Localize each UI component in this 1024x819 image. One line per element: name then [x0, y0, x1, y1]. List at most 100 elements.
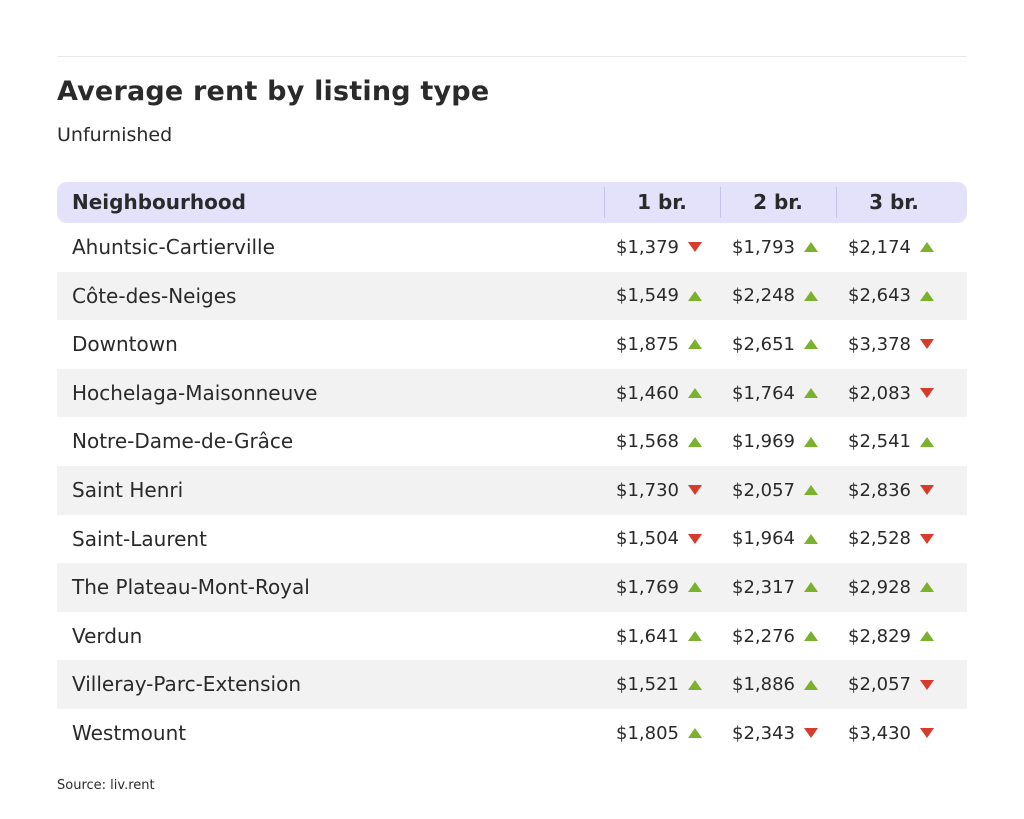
neighbourhood-name: Notre-Dame-de-Grâce: [72, 429, 294, 454]
triangle-up-icon: [688, 436, 702, 447]
rent-value: $2,317: [732, 576, 795, 598]
rent-value: $1,504: [616, 528, 679, 550]
rent-cell: $1,568: [604, 417, 720, 466]
rent-cell: $1,460: [604, 369, 720, 418]
triangle-down-icon: [920, 728, 934, 739]
rent-cell: $1,730: [604, 466, 720, 515]
table-row: Downtown $1,875 $2,651 $3,378: [57, 320, 967, 369]
rent-value: $1,379: [616, 236, 679, 258]
table-row: Notre-Dame-de-Grâce $1,568 $1,969 $2,541: [57, 417, 967, 466]
neighbourhood-name: Ahuntsic-Cartierville: [72, 235, 275, 259]
rent-cell: $2,829: [836, 612, 952, 661]
table-row: Villeray-Parc-Extension $1,521 $1,886 $2,05…: [57, 660, 967, 709]
rent-value: $3,430: [848, 722, 911, 744]
rent-cell: $2,317: [720, 563, 836, 612]
rent-value: $2,528: [848, 528, 911, 550]
neighbourhood-name: Downtown: [72, 332, 178, 357]
triangle-up-icon: [804, 388, 818, 399]
rent-cell: $1,875: [604, 320, 720, 369]
rent-cell: $2,528: [836, 515, 952, 564]
rent-cell: $1,764: [720, 369, 836, 418]
triangle-up-icon: [920, 631, 934, 642]
rent-value: $1,969: [732, 431, 795, 453]
table-row: Saint Henri $1,730 $2,057 $2,836: [57, 465, 967, 515]
neighbourhood-name: Villeray-Parc-Extension: [72, 672, 301, 697]
rent-value: $2,343: [732, 722, 795, 744]
rent-cell: $2,651: [720, 320, 836, 369]
rent-value: $2,083: [848, 382, 911, 404]
triangle-up-icon: [688, 582, 702, 593]
rent-cell: $2,174: [836, 223, 952, 272]
rent-value: $3,378: [848, 333, 911, 355]
neighbourhood-name: Verdun: [72, 623, 143, 648]
neighbourhood-name: Saint-Laurent: [72, 526, 207, 551]
triangle-up-icon: [920, 436, 934, 447]
neighbourhood-name: Hochelaga-Maisonneuve: [72, 380, 318, 405]
rent-value: $2,276: [732, 625, 795, 647]
table-row: Verdun $1,641 $2,276 $2,829: [57, 612, 967, 661]
triangle-up-icon: [920, 242, 934, 253]
rent-cell: $1,504: [604, 515, 720, 564]
rent-cell: $1,805: [604, 709, 720, 758]
rent-value: $2,541: [848, 431, 911, 453]
rent-cell: $1,886: [720, 660, 836, 709]
top-divider: [57, 56, 967, 57]
table-row: The Plateau-Mont-Royal $1,769 $2,317 $2,928: [57, 563, 967, 612]
rent-value: $2,057: [732, 479, 795, 501]
rent-value: $1,641: [616, 625, 679, 647]
rent-value: $1,769: [616, 576, 679, 598]
triangle-down-icon: [920, 679, 934, 690]
header-divider: [720, 187, 721, 218]
triangle-down-icon: [920, 485, 934, 496]
table-row: Côte-des-Neiges $1,549 $2,248 $2,643: [57, 271, 967, 321]
header-2br: 2 br.: [753, 190, 803, 214]
neighbourhood-name: Westmount: [72, 720, 187, 745]
triangle-up-icon: [804, 485, 818, 496]
table-row: Hochelaga-Maisonneuve $1,460 $1,764 $2,083: [57, 368, 967, 418]
rent-table: Neighbourhood 1 br. 2 br. 3 br. Ahuntsic…: [57, 182, 967, 758]
rent-cell: $2,083: [836, 369, 952, 418]
rent-cell: $2,836: [836, 466, 952, 515]
rent-value: $2,057: [848, 674, 911, 696]
rent-value: $2,836: [848, 479, 911, 501]
table-row: Westmount $1,805 $2,343 $3,430: [57, 709, 967, 758]
triangle-down-icon: [688, 485, 702, 496]
chart-title: Average rent by listing type: [57, 76, 490, 107]
header-divider: [836, 187, 837, 218]
rent-value: $1,805: [616, 722, 679, 744]
rent-cell: $1,641: [604, 612, 720, 661]
triangle-up-icon: [920, 290, 934, 301]
rent-value: $1,875: [616, 333, 679, 355]
rent-cell: $1,793: [720, 223, 836, 272]
triangle-up-icon: [804, 533, 818, 544]
rent-cell: $1,521: [604, 660, 720, 709]
rent-value: $2,829: [848, 625, 911, 647]
triangle-down-icon: [688, 533, 702, 544]
neighbourhood-name: Saint Henri: [72, 477, 184, 502]
rent-value: $1,886: [732, 674, 795, 696]
triangle-up-icon: [688, 679, 702, 690]
triangle-down-icon: [920, 388, 934, 399]
table-header: Neighbourhood 1 br. 2 br. 3 br.: [57, 182, 967, 223]
triangle-up-icon: [804, 242, 818, 253]
rent-cell: $2,276: [720, 612, 836, 661]
rent-value: $2,651: [732, 333, 795, 355]
table-row: Ahuntsic-Cartierville $1,379 $1,793 $2,174: [57, 223, 967, 272]
header-divider: [604, 187, 605, 218]
triangle-down-icon: [688, 242, 702, 253]
rent-value: $1,964: [732, 528, 795, 550]
rent-cell: $3,378: [836, 320, 952, 369]
neighbourhood-name: Côte-des-Neiges: [72, 283, 237, 308]
rent-cell: $3,430: [836, 709, 952, 758]
triangle-up-icon: [688, 388, 702, 399]
rent-value: $2,248: [732, 285, 795, 307]
triangle-up-icon: [804, 631, 818, 642]
rent-cell: $1,964: [720, 515, 836, 564]
triangle-up-icon: [804, 339, 818, 350]
triangle-up-icon: [804, 679, 818, 690]
rent-cell: $2,343: [720, 709, 836, 758]
triangle-up-icon: [688, 339, 702, 350]
rent-cell: $2,643: [836, 272, 952, 321]
rent-value: $1,521: [616, 674, 679, 696]
